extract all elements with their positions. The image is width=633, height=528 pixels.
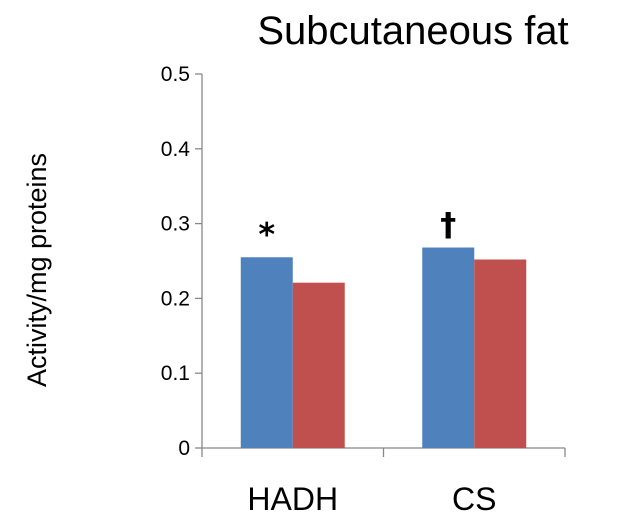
bars	[240, 247, 527, 448]
bar-hadh-series-2	[292, 282, 345, 448]
annotations: * †	[258, 206, 456, 254]
y-tick-label: 0.3	[161, 213, 190, 236]
y-axis-label: Activity/mg proteins	[22, 153, 52, 387]
bar-hadh-series-1	[240, 257, 293, 448]
chart-title: Subcutaneous fat	[257, 9, 568, 53]
y-tick-label: 0.2	[161, 287, 190, 310]
significance-marker: †	[440, 206, 456, 244]
x-category-label: CS	[452, 481, 496, 517]
bar-cs-series-1	[422, 247, 475, 448]
y-ticks: 0 0.1 0.2 0.3 0.4 0.5	[161, 63, 202, 460]
y-tick-label: 0	[178, 437, 190, 460]
y-tick-label: 0.5	[161, 63, 190, 86]
bar-cs-series-2	[474, 259, 527, 448]
significance-marker: *	[258, 215, 275, 253]
x-category-label: HADH	[247, 481, 338, 517]
x-categories: HADH CS	[247, 481, 496, 517]
y-tick-label: 0.4	[161, 138, 191, 161]
y-tick-label: 0.1	[161, 362, 190, 385]
